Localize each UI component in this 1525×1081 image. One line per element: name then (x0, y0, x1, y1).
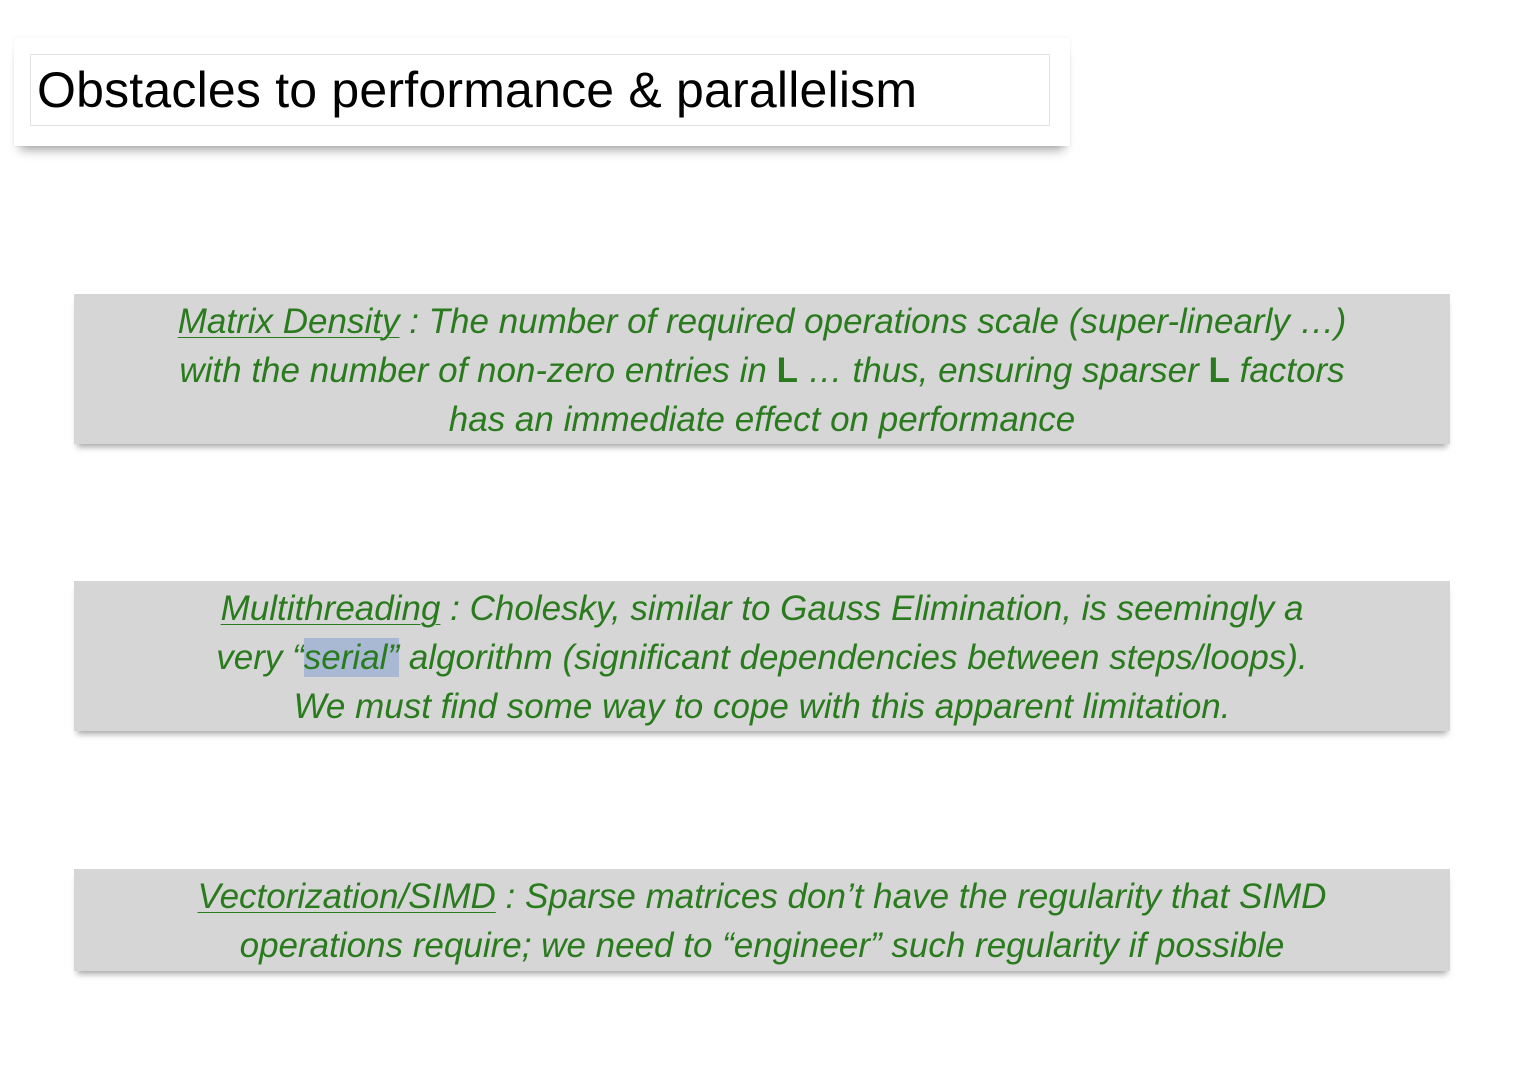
box-text: : Cholesky, similar to Gauss Elimination… (440, 589, 1304, 628)
box-line: Matrix Density : The number of required … (74, 297, 1450, 346)
matrix-density-box: Matrix Density : The number of required … (74, 294, 1450, 444)
box-text: … thus, ensuring sparser (798, 351, 1209, 390)
vectorization-box: Vectorization/SIMD : Sparse matrices don… (74, 869, 1450, 971)
box-text: very “ (216, 638, 304, 677)
title-card: Obstacles to performance & parallelism (14, 38, 1070, 146)
box-term: Matrix Density (177, 302, 400, 341)
box-line: Multithreading : Cholesky, similar to Ga… (74, 584, 1450, 633)
box-line: We must find some way to cope with this … (293, 687, 1231, 726)
factor-symbol: L (776, 351, 799, 390)
box-line: has an immediate effect on performance (448, 400, 1076, 439)
factor-symbol: L (1208, 351, 1230, 390)
box-line: very “serial” algorithm (significant dep… (74, 633, 1450, 682)
multithreading-box: Multithreading : Cholesky, similar to Ga… (74, 581, 1450, 731)
box-line: Vectorization/SIMD : Sparse matrices don… (74, 872, 1450, 921)
box-line: with the number of non-zero entries in L… (74, 346, 1450, 395)
box-text: algorithm (significant dependencies betw… (399, 638, 1308, 677)
box-term: Multithreading (220, 589, 441, 628)
box-text: : The number of required operations scal… (399, 302, 1347, 341)
title-frame: Obstacles to performance & parallelism (30, 54, 1050, 126)
box-text: with the number of non-zero entries in (179, 351, 777, 390)
page-title: Obstacles to performance & parallelism (37, 62, 918, 118)
box-text: : Sparse matrices don’t have the regular… (495, 877, 1327, 916)
highlighted-text[interactable]: serial” (303, 638, 400, 677)
box-term: Vectorization/SIMD (197, 877, 496, 916)
box-text: factors (1229, 351, 1345, 390)
box-line: operations require; we need to “engineer… (239, 926, 1285, 965)
